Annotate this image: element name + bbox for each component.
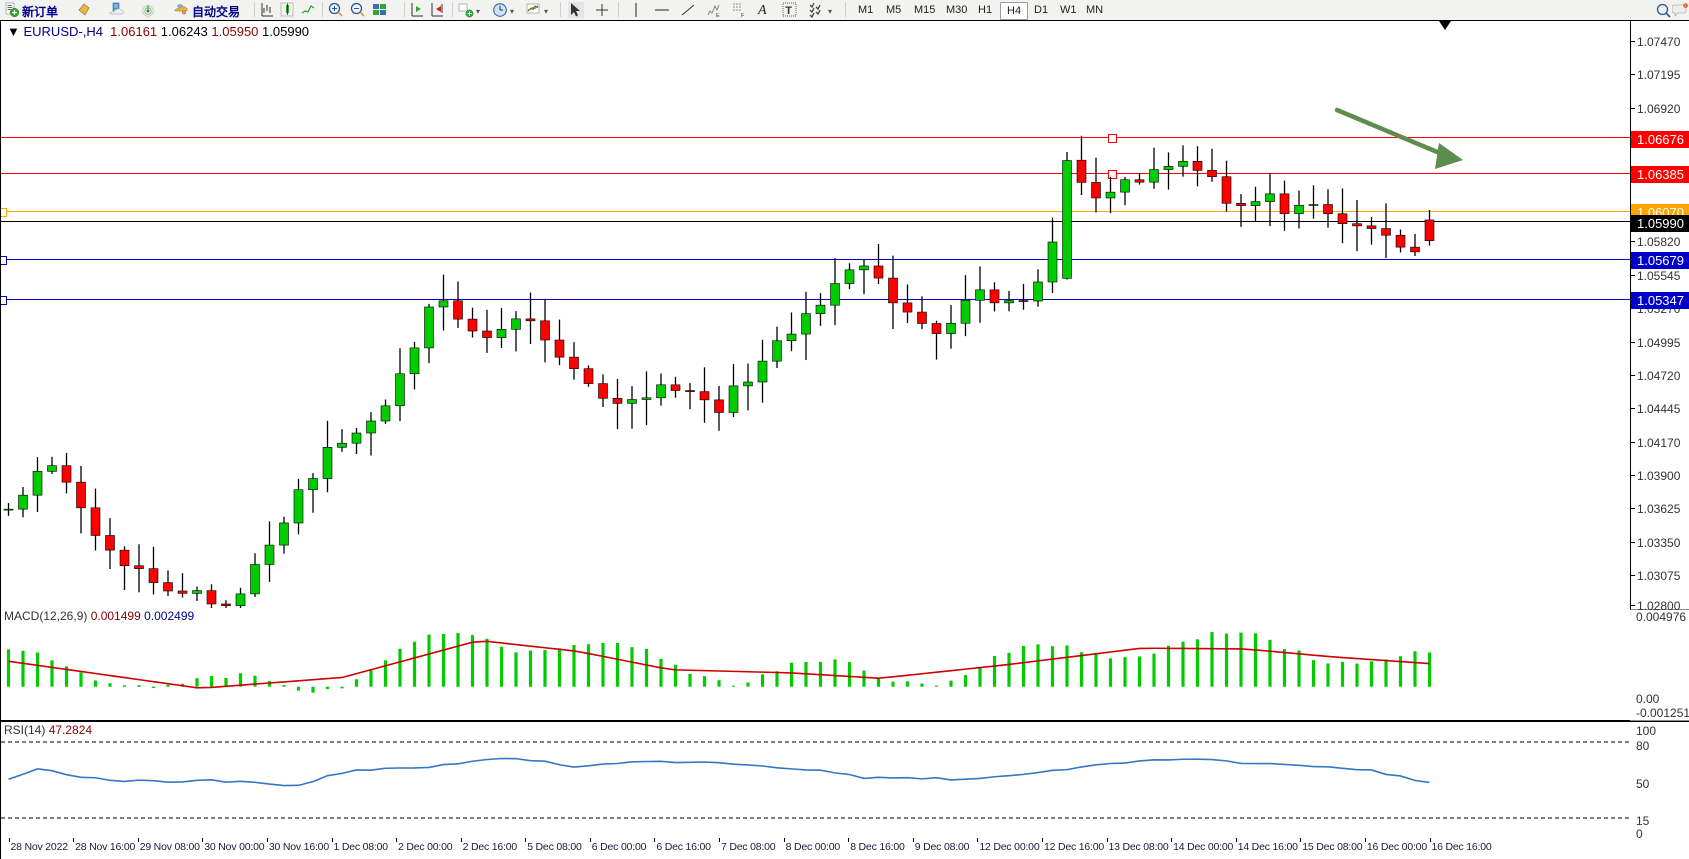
svg-text:F: F bbox=[741, 13, 745, 18]
svg-text:E: E bbox=[716, 13, 720, 18]
svg-text:1: 1 bbox=[1684, 4, 1686, 8]
svg-text:T: T bbox=[785, 5, 792, 17]
